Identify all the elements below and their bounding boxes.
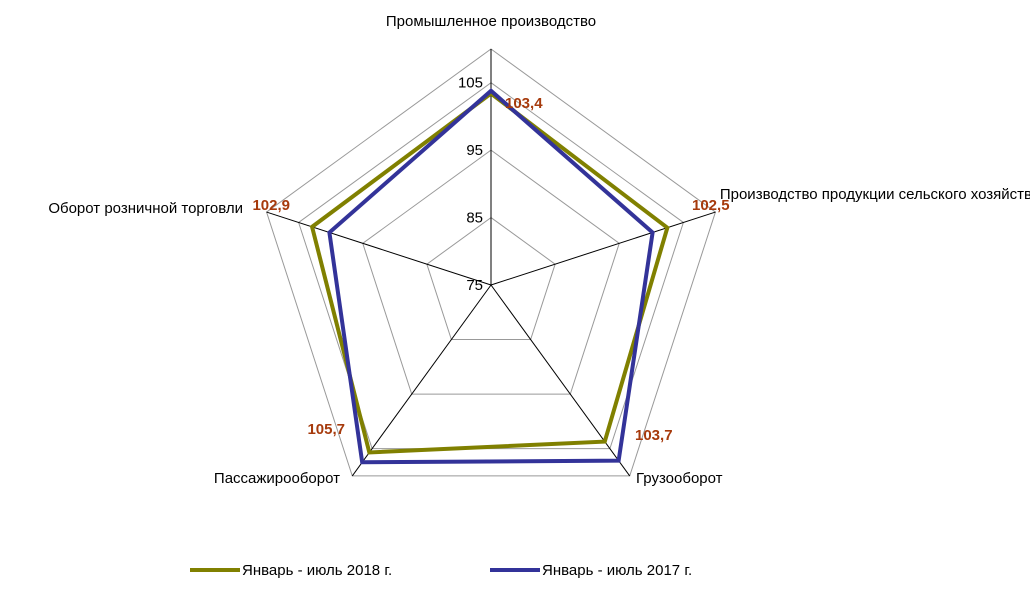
- spoke: [351, 284, 492, 477]
- spoke: [490, 211, 716, 286]
- data-label: 105,7: [307, 421, 345, 438]
- category-label: Промышленное производство: [386, 13, 596, 30]
- category-label: Оборот розничной торговли: [48, 200, 243, 217]
- data-label: 103,7: [635, 427, 673, 444]
- y-tick-label: 95: [466, 142, 483, 159]
- y-tick-label: 105: [458, 75, 483, 92]
- y-tick-label: 85: [466, 210, 483, 227]
- spoke: [490, 284, 631, 477]
- grid-ring: [426, 216, 556, 341]
- category-label: Пассажирооборот: [214, 470, 340, 487]
- data-label: 102,9: [252, 197, 290, 214]
- grid-ring: [265, 48, 717, 477]
- legend-label: Январь - июль 2018 г.: [242, 562, 392, 579]
- category-label: Производство продукции сельского хозяйст…: [719, 186, 1030, 203]
- legend-label: Январь - июль 2017 г.: [542, 562, 692, 579]
- grid-ring: [362, 149, 620, 395]
- series-line: [309, 90, 670, 455]
- spoke: [266, 211, 492, 286]
- y-tick-label: 75: [466, 277, 483, 294]
- data-label: 103,4: [505, 95, 543, 112]
- category-label: Грузооборот: [636, 470, 723, 487]
- data-label: 102,5: [692, 197, 730, 214]
- series-line: [327, 88, 655, 465]
